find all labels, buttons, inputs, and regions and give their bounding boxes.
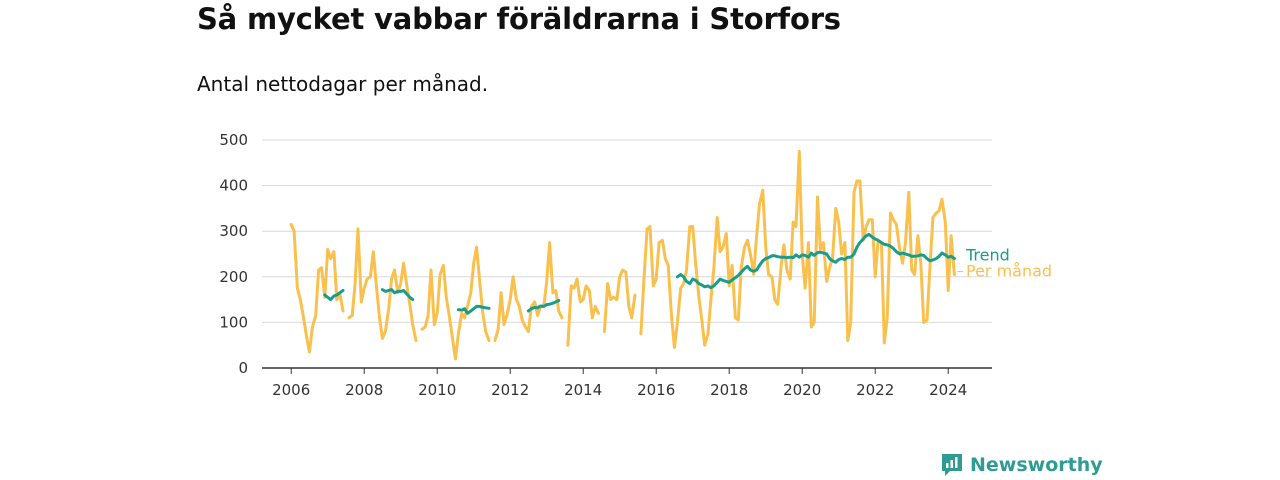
series-line-trend bbox=[526, 299, 561, 313]
x-tick-label: 2012 bbox=[491, 381, 529, 399]
series-label-per-manad: Per månad bbox=[966, 262, 1052, 281]
series-line-per-m-nad bbox=[347, 227, 418, 343]
y-tick-label: 300 bbox=[219, 222, 248, 240]
x-tick-label: 2014 bbox=[564, 381, 602, 399]
grid-lines bbox=[262, 139, 992, 323]
y-tick-label: 0 bbox=[238, 359, 248, 377]
x-tick-label: 2006 bbox=[272, 381, 310, 399]
series-lines bbox=[289, 149, 956, 361]
series-line-per-m-nad bbox=[493, 241, 564, 343]
x-tick-label: 2020 bbox=[783, 381, 821, 399]
series-line-trend bbox=[675, 232, 956, 290]
y-tick-label: 500 bbox=[219, 131, 248, 149]
x-tick-label: 2018 bbox=[710, 381, 748, 399]
chart-title: Så mycket vabbar föräldrarna i Storfors bbox=[197, 2, 841, 36]
series-line-trend bbox=[456, 304, 491, 315]
y-tick-label: 200 bbox=[219, 268, 248, 286]
y-tick-label: 400 bbox=[219, 177, 248, 195]
x-tick-label: 2008 bbox=[345, 381, 383, 399]
brand-name: Newsworthy bbox=[970, 454, 1103, 476]
series-label-trend: Trend bbox=[965, 246, 1010, 265]
newsworthy-logo-icon bbox=[942, 454, 962, 476]
series-line-per-m-nad bbox=[420, 245, 491, 361]
y-axis-ticks: 0 100 200 300 400 500 bbox=[219, 131, 248, 377]
x-axis: 2006 2008 2010 2012 2014 2016 2018 2020 2022 2024 bbox=[262, 367, 992, 399]
newsworthy-brand[interactable]: Newsworthy bbox=[940, 452, 1103, 478]
series-line-trend bbox=[380, 288, 415, 302]
series-line-trend bbox=[323, 289, 345, 302]
x-tick-label: 2022 bbox=[856, 381, 894, 399]
x-tick-label: 2016 bbox=[637, 381, 675, 399]
series-line-per-m-nad bbox=[566, 277, 600, 347]
chart-subtitle: Antal nettodagar per månad. bbox=[197, 72, 489, 96]
series-line-per-m-nad bbox=[289, 222, 345, 354]
series-line-per-m-nad bbox=[639, 149, 956, 349]
y-tick-label: 100 bbox=[219, 313, 248, 331]
x-tick-label: 2010 bbox=[418, 381, 456, 399]
x-tick-label: 2024 bbox=[929, 381, 967, 399]
series-line-per-m-nad bbox=[602, 268, 637, 333]
